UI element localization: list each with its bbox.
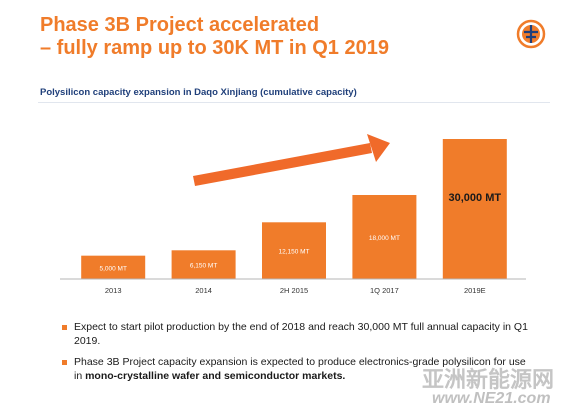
growth-arrow-head — [367, 134, 390, 162]
watermark-url: www.NE21.com — [432, 390, 551, 407]
capacity-bar-chart: 5,000 MT 2013 6,150 MT 2014 12,150 MT 2H 2015… — [60, 134, 526, 295]
data-label: 5,000 MT — [99, 265, 126, 272]
data-label: 6,150 MT — [190, 263, 217, 270]
bullet-text-phase3b: Phase 3B Project capacity expansion is e… — [74, 356, 526, 382]
x-tick-label: 1Q 2017 — [370, 286, 399, 295]
x-tick-label: 2014 — [195, 286, 212, 295]
bar-2019e — [442, 139, 507, 279]
title-line-1: Phase 3B Project accelerated — [40, 14, 320, 36]
growth-arrow-shaft — [193, 143, 372, 186]
data-label: 30,000 MT — [449, 192, 502, 204]
x-tick-label: 2013 — [105, 286, 122, 295]
data-label: 12,150 MT — [278, 249, 309, 256]
title-line-2: – fully ramp up to 30K MT in Q1 2019 — [40, 37, 389, 59]
x-tick-label: 2019E — [464, 286, 486, 295]
data-label: 18,000 MT — [369, 235, 400, 242]
bullet-bold-markets: mono-crystalline wafer and semiconductor… — [85, 370, 346, 382]
bullet-item-pilot: Expect to start pilot production by the … — [62, 320, 532, 348]
bullet-text-pilot: Expect to start pilot production by the … — [74, 321, 528, 347]
bullet-list: Expect to start pilot production by the … — [62, 320, 532, 390]
x-tick-label: 2H 2015 — [280, 286, 308, 295]
bar-2013 — [81, 255, 146, 279]
bar-2014 — [171, 250, 236, 279]
slide-title: Phase 3B Project accelerated – fully ram… — [40, 14, 389, 60]
chart-subtitle: Polysilicon capacity expansion in Daqo X… — [40, 87, 357, 98]
watermark-cn: 亚洲新能源网 — [422, 367, 555, 392]
bar-1q-2017 — [352, 195, 417, 279]
divider-rule — [38, 102, 550, 103]
bullet-item-phase3b: Phase 3B Project capacity expansion is e… — [62, 355, 532, 383]
bar-2h-2015 — [262, 222, 326, 279]
daqo-logo-icon — [516, 19, 546, 49]
